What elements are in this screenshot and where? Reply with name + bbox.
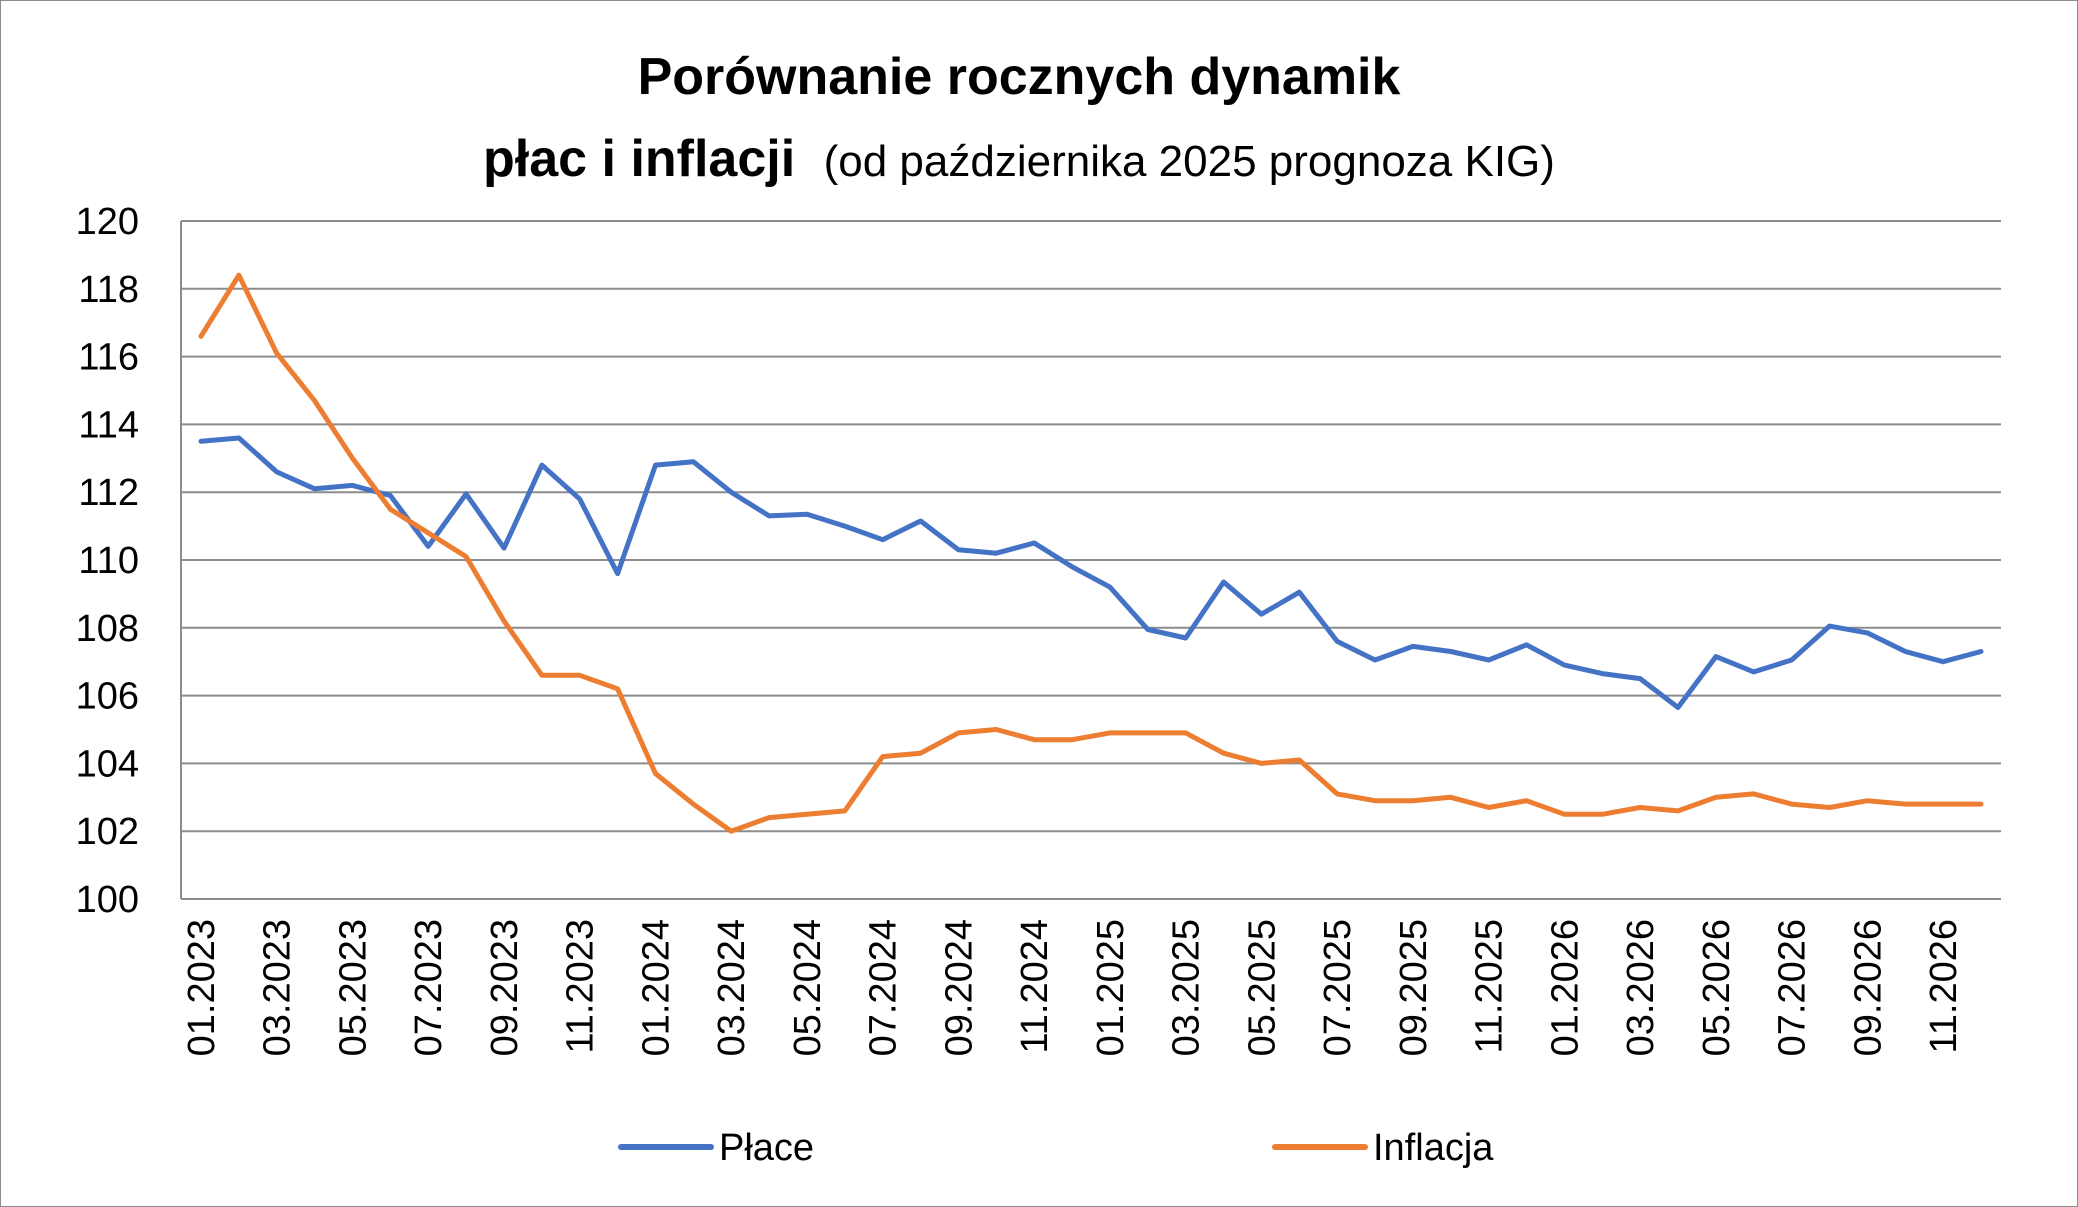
chart-title-line2-normal: (od października 2025 prognoza KIG) bbox=[824, 137, 1555, 186]
x-tick-label-11.2025: 11.2025 bbox=[1469, 919, 1511, 1054]
x-tick-label-05.2025: 05.2025 bbox=[1241, 919, 1283, 1056]
x-tick-label-09.2026: 09.2026 bbox=[1847, 919, 1889, 1056]
legend-label-inflacja: Inflacja bbox=[1373, 1127, 1494, 1169]
y-tick-label-116: 116 bbox=[78, 337, 139, 379]
legend: Płace Inflacja bbox=[618, 1127, 1494, 1169]
x-tick-label-01.2023: 01.2023 bbox=[181, 919, 223, 1056]
y-tick-label-102: 102 bbox=[76, 811, 139, 853]
chart-title-line2-bold: płac i inflacji bbox=[483, 130, 795, 188]
chart-title-line2: płac i inflacji (od października 2025 pr… bbox=[483, 130, 1555, 188]
y-tick-label-120: 120 bbox=[76, 201, 139, 243]
series-line-inflacja bbox=[198, 272, 1984, 834]
x-tick-label-11.2024: 11.2024 bbox=[1014, 919, 1056, 1054]
y-tick-label-106: 106 bbox=[76, 676, 139, 718]
y-tick-label-110: 110 bbox=[78, 540, 139, 582]
x-tick-label-05.2026: 05.2026 bbox=[1696, 919, 1738, 1056]
x-tick-label-03.2025: 03.2025 bbox=[1166, 919, 1208, 1056]
series bbox=[198, 272, 1984, 834]
y-tick-label-108: 108 bbox=[76, 608, 139, 650]
x-tick-label-01.2025: 01.2025 bbox=[1090, 919, 1132, 1056]
x-tick-label-01.2026: 01.2026 bbox=[1544, 919, 1586, 1056]
x-tick-label-03.2023: 03.2023 bbox=[257, 919, 299, 1056]
y-tick-label-104: 104 bbox=[76, 743, 139, 785]
series-line-place bbox=[198, 435, 1984, 710]
gridlines bbox=[181, 220, 2001, 833]
y-tick-label-112: 112 bbox=[78, 472, 139, 514]
legend-label-place: Płace bbox=[719, 1127, 814, 1169]
x-tick-label-09.2025: 09.2025 bbox=[1393, 919, 1435, 1056]
x-tick-label-01.2024: 01.2024 bbox=[635, 919, 677, 1056]
chart-title-line1: Porównanie rocznych dynamik bbox=[638, 48, 1401, 106]
x-tick-label-05.2023: 05.2023 bbox=[332, 919, 374, 1056]
axes bbox=[180, 221, 2001, 900]
x-tick-label-07.2023: 07.2023 bbox=[408, 919, 450, 1056]
y-tick-label-118: 118 bbox=[78, 269, 139, 311]
y-tick-label-114: 114 bbox=[78, 404, 139, 446]
x-tick-label-11.2023: 11.2023 bbox=[560, 919, 602, 1054]
x-tick-label-09.2023: 09.2023 bbox=[484, 919, 526, 1056]
x-tick-label-07.2024: 07.2024 bbox=[863, 919, 905, 1056]
y-axis-ticks: 100 102 104 106 108 110 112 114 116 118 120 bbox=[76, 201, 139, 921]
x-tick-label-03.2026: 03.2026 bbox=[1620, 919, 1662, 1056]
x-tick-label-07.2025: 07.2025 bbox=[1317, 919, 1359, 1056]
x-tick-label-05.2024: 05.2024 bbox=[787, 919, 829, 1056]
x-tick-label-07.2026: 07.2026 bbox=[1772, 919, 1814, 1056]
x-axis-ticks: 01.2023 03.2023 05.2023 07.2023 09.2023 11.20… bbox=[181, 919, 1965, 1056]
x-tick-label-11.2026: 11.2026 bbox=[1923, 919, 1965, 1054]
x-tick-label-03.2024: 03.2024 bbox=[711, 919, 753, 1056]
y-tick-label-100: 100 bbox=[76, 879, 139, 921]
x-tick-label-09.2024: 09.2024 bbox=[938, 919, 980, 1056]
